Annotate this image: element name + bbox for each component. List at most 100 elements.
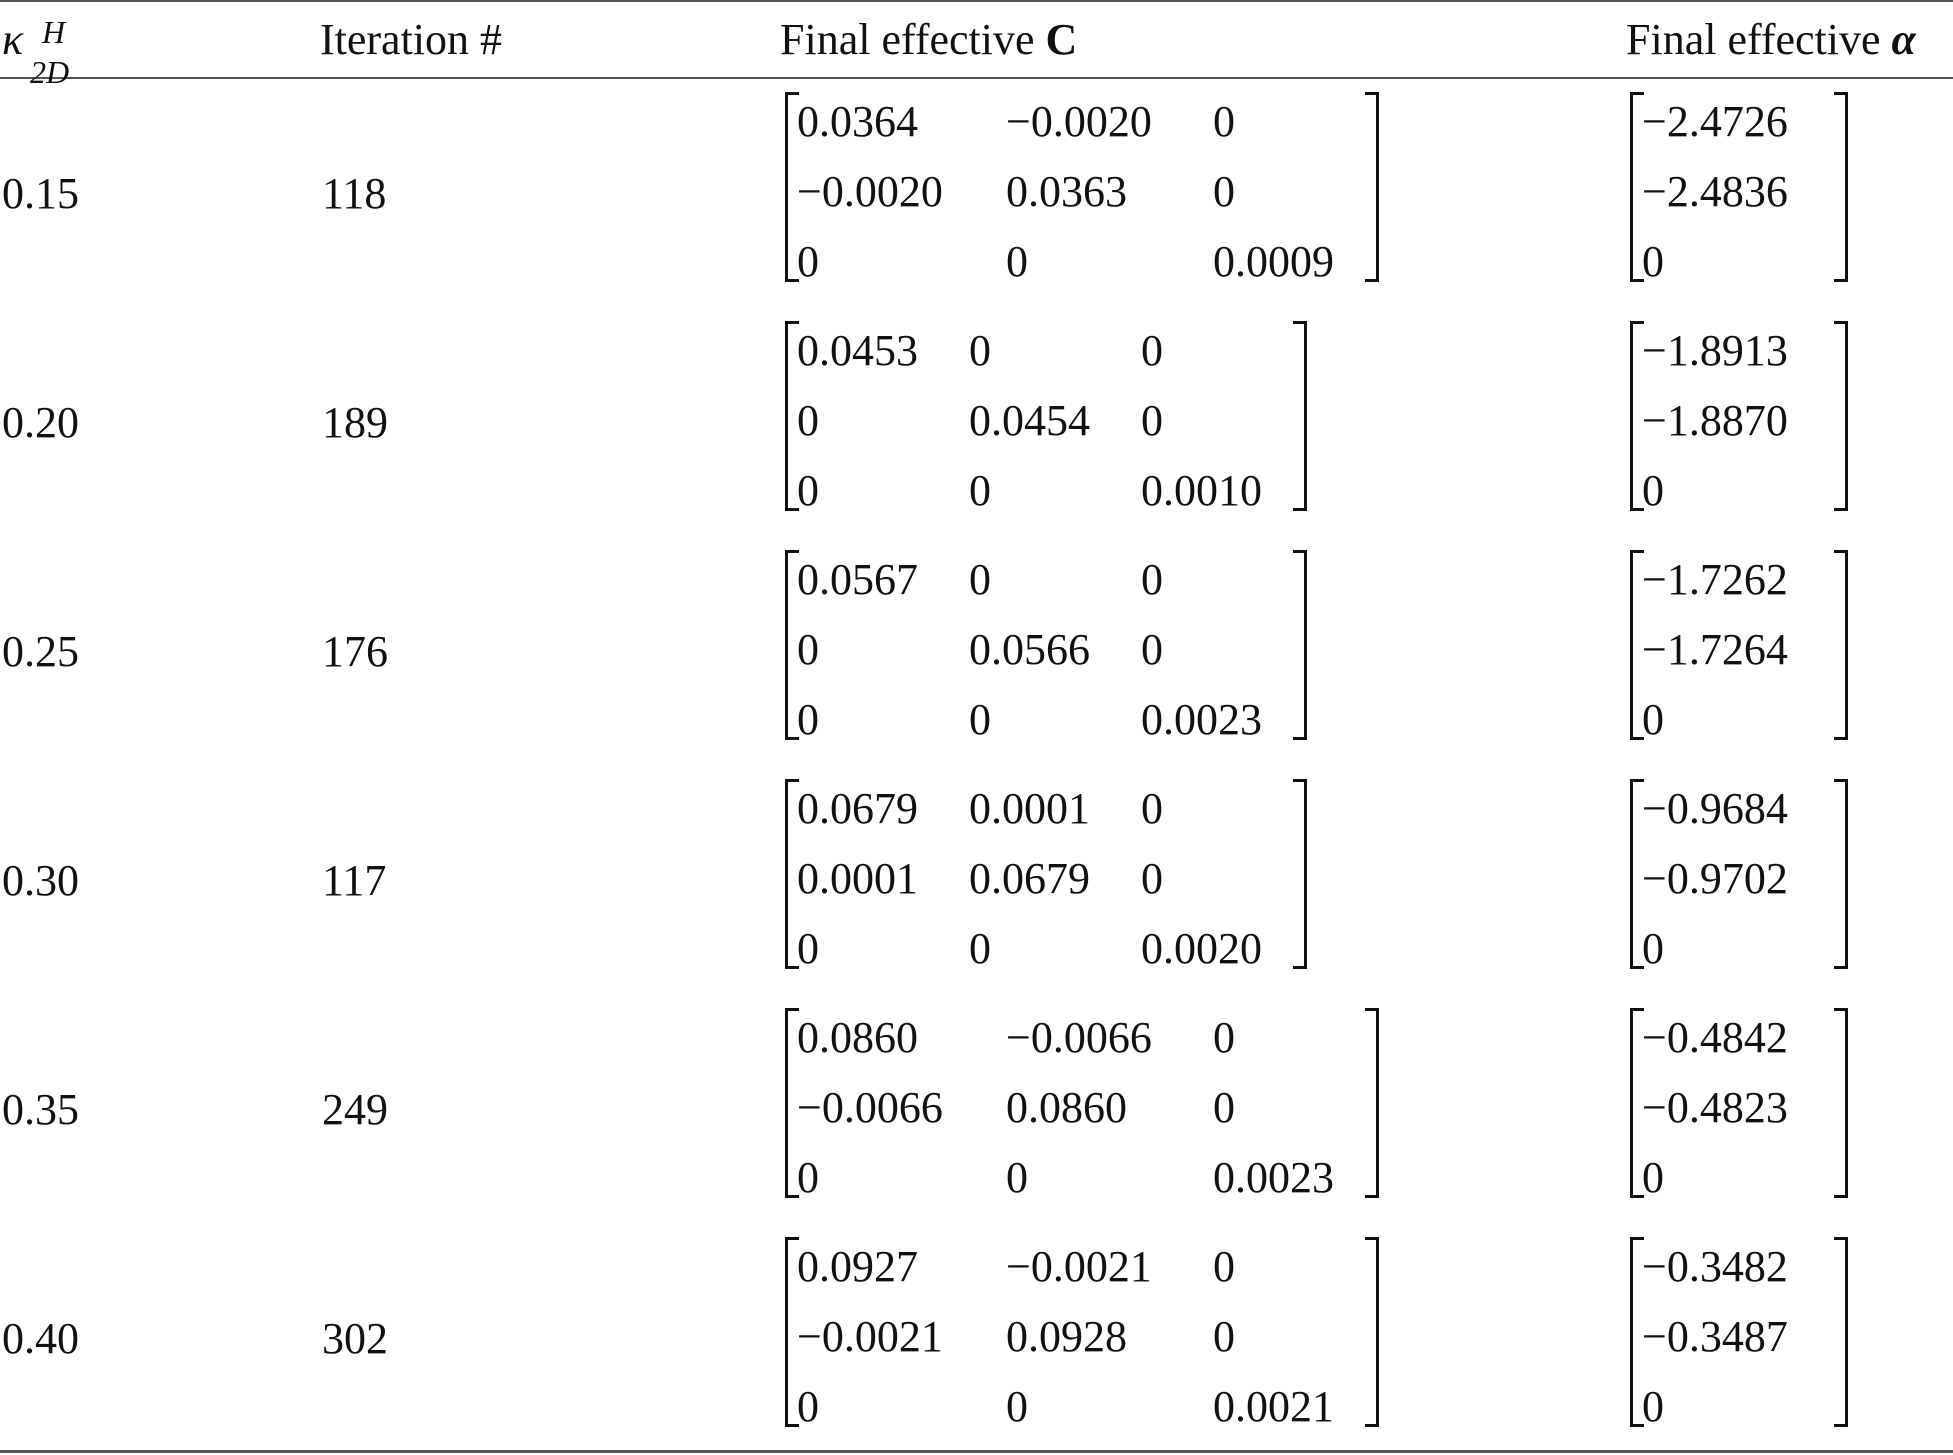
c-matrix-entry: −0.0020 <box>797 167 943 216</box>
c-matrix-entry: 0.0023 <box>1213 1153 1334 1202</box>
c-matrix-entry: 0.0679 <box>969 854 1090 903</box>
c-matrix-entry: 0.0454 <box>969 396 1090 445</box>
c-matrix-entry: −0.0021 <box>1006 1242 1152 1291</box>
c-matrix-entry: 0.0453 <box>797 326 918 375</box>
c-matrix-entry: 0.0927 <box>797 1242 918 1291</box>
matrix-right-bracket <box>1293 321 1307 511</box>
kappa-value: 0.20 <box>2 398 79 447</box>
c-matrix-entry: 0.0860 <box>797 1013 918 1062</box>
c-matrix-entry: 0 <box>797 396 819 445</box>
alpha-entry: −0.4823 <box>1642 1083 1788 1132</box>
matrix-left-bracket <box>785 1237 799 1427</box>
alpha-vector: −0.9684 −0.9702 0 <box>1630 779 1848 975</box>
matrix-left-bracket <box>785 550 799 740</box>
vector-right-bracket <box>1834 92 1848 282</box>
matrix-left-bracket <box>785 92 799 282</box>
c-matrix-entry: 0.0009 <box>1213 237 1334 286</box>
c-matrix-entry: −0.0021 <box>797 1312 943 1361</box>
c-matrix-entry: 0.0928 <box>1006 1312 1127 1361</box>
kappa-superscript: H <box>42 14 66 50</box>
c-matrix-entry: 0 <box>797 237 819 286</box>
iteration-value: 189 <box>322 398 388 447</box>
c-matrix-entry: 0 <box>1006 1382 1028 1431</box>
alpha-entry: 0 <box>1642 1382 1664 1431</box>
header-iteration: Iteration # <box>320 15 503 64</box>
vector-right-bracket <box>1834 1008 1848 1198</box>
iteration-value: 249 <box>322 1085 388 1134</box>
vector-left-bracket <box>1630 550 1644 740</box>
matrix-right-bracket <box>1365 1008 1379 1198</box>
header-final-alpha-label: Final effective <box>1626 15 1881 64</box>
c-matrix-entry: 0 <box>969 326 991 375</box>
alpha-entry: −0.9702 <box>1642 854 1788 903</box>
c-matrix-entry: 0.0020 <box>1141 924 1262 973</box>
c-matrix-entry: 0 <box>1141 326 1163 375</box>
alpha-entry: 0 <box>1642 237 1664 286</box>
iteration-value: 176 <box>322 627 388 676</box>
kappa-value: 0.40 <box>2 1314 79 1363</box>
c-matrix-entry: 0.0363 <box>1006 167 1127 216</box>
c-matrix-entry: 0.0566 <box>969 625 1090 674</box>
c-matrix: 0.0453 0 0 0 0.0454 0 0 0 0.0010 <box>785 321 1307 517</box>
c-matrix-entry: −0.0066 <box>797 1083 943 1132</box>
top-rule <box>0 0 1953 2</box>
matrix-right-bracket <box>1293 550 1307 740</box>
matrix-left-bracket <box>785 1008 799 1198</box>
vector-left-bracket <box>1630 779 1644 969</box>
kappa-value: 0.30 <box>2 856 79 905</box>
c-matrix-entry: 0.0021 <box>1213 1382 1334 1431</box>
c-matrix-entry: −0.0020 <box>1006 97 1152 146</box>
header-alpha-symbol: α <box>1891 15 1916 64</box>
c-matrix-entry: 0 <box>797 695 819 744</box>
matrix-right-bracket <box>1293 779 1307 969</box>
c-matrix-entry: 0 <box>797 625 819 674</box>
c-matrix-entry: 0 <box>1006 1153 1028 1202</box>
alpha-vector: −1.8913 −1.8870 0 <box>1630 321 1848 517</box>
c-matrix-entry: 0 <box>1141 784 1163 833</box>
c-matrix-entry: 0 <box>969 924 991 973</box>
vector-right-bracket <box>1834 779 1848 969</box>
header-final-alpha: Final effective α <box>1626 10 1916 70</box>
c-matrix-entry: 0.0010 <box>1141 466 1262 515</box>
alpha-entry: 0 <box>1642 1153 1664 1202</box>
c-matrix-entry: 0 <box>797 466 819 515</box>
kappa-value: 0.15 <box>2 169 79 218</box>
c-matrix-entry: 0 <box>969 466 991 515</box>
c-matrix-entry: 0.0001 <box>969 784 1090 833</box>
alpha-entry: −1.8870 <box>1642 396 1788 445</box>
c-matrix-entry: 0 <box>1213 1312 1235 1361</box>
c-matrix-entry: 0 <box>797 1153 819 1202</box>
c-matrix-entry: −0.0066 <box>1006 1013 1152 1062</box>
alpha-vector: −1.7262 −1.7264 0 <box>1630 550 1848 746</box>
alpha-entry: 0 <box>1642 695 1664 744</box>
iteration-value: 117 <box>322 856 387 905</box>
vector-right-bracket <box>1834 321 1848 511</box>
matrix-right-bracket <box>1365 1237 1379 1427</box>
alpha-entry: −1.7262 <box>1642 555 1788 604</box>
iteration-value: 302 <box>322 1314 388 1363</box>
vector-right-bracket <box>1834 550 1848 740</box>
alpha-vector: −0.3482 −0.3487 0 <box>1630 1237 1848 1433</box>
c-matrix-entry: 0 <box>969 555 991 604</box>
c-matrix-entry: 0.0023 <box>1141 695 1262 744</box>
kappa-symbol: κ <box>2 15 24 64</box>
c-matrix-entry: 0 <box>1006 237 1028 286</box>
kappa-value: 0.25 <box>2 627 79 676</box>
c-matrix-entry: 0 <box>1141 854 1163 903</box>
alpha-entry: −0.3482 <box>1642 1242 1788 1291</box>
c-matrix-entry: 0 <box>1141 396 1163 445</box>
vector-right-bracket <box>1834 1237 1848 1427</box>
alpha-entry: 0 <box>1642 924 1664 973</box>
alpha-entry: −1.7264 <box>1642 625 1788 674</box>
kappa-value: 0.35 <box>2 1085 79 1134</box>
bottom-rule <box>0 1450 1953 1453</box>
c-matrix: 0.0567 0 0 0 0.0566 0 0 0 0.0023 <box>785 550 1307 746</box>
alpha-entry: −0.3487 <box>1642 1312 1788 1361</box>
vector-left-bracket <box>1630 1008 1644 1198</box>
c-matrix-entry: 0.0567 <box>797 555 918 604</box>
alpha-entry: −0.4842 <box>1642 1013 1788 1062</box>
alpha-vector: −0.4842 −0.4823 0 <box>1630 1008 1848 1204</box>
header-kappa: κ H 2D <box>2 10 69 90</box>
vector-left-bracket <box>1630 321 1644 511</box>
c-matrix: 0.0927 −0.0021 0 −0.0021 0.0928 0 0 0 0.0021 <box>785 1237 1379 1433</box>
